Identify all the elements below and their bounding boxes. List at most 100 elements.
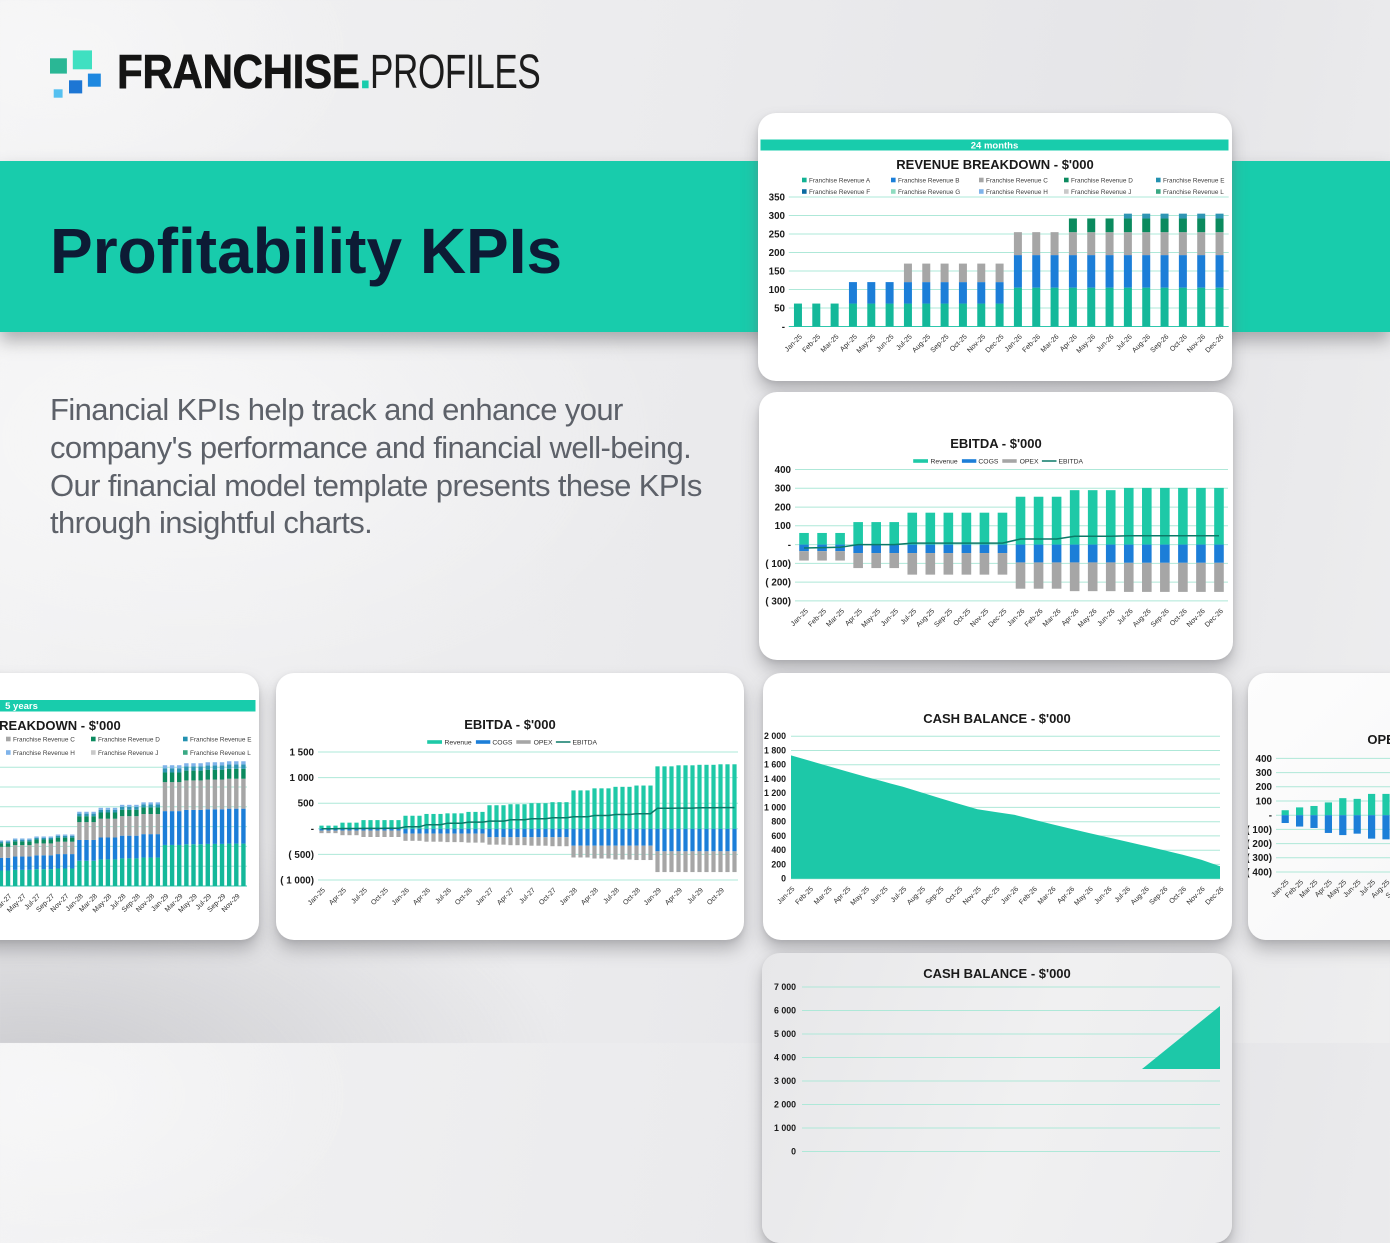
svg-text:7 000: 7 000 — [774, 982, 796, 992]
svg-text:1 600: 1 600 — [764, 760, 786, 770]
svg-text:Jan-25: Jan-25 — [790, 608, 810, 628]
svg-text:250: 250 — [769, 229, 786, 240]
svg-text:-: - — [782, 322, 785, 333]
svg-text:COGS: COGS — [978, 458, 998, 465]
svg-text:( 1 000): ( 1 000) — [280, 875, 314, 886]
svg-text:24 months: 24 months — [971, 140, 1019, 151]
svg-text:Aug-26: Aug-26 — [1132, 608, 1153, 629]
svg-text:Dec-26: Dec-26 — [1204, 608, 1225, 629]
svg-text:Jul-27: Jul-27 — [518, 887, 537, 906]
svg-text:( 100): ( 100) — [1248, 825, 1272, 836]
svg-text:1 400: 1 400 — [764, 774, 786, 784]
svg-text:May-25: May-25 — [850, 886, 872, 908]
svg-text:Nov-26: Nov-26 — [1186, 333, 1207, 354]
svg-text:5 000: 5 000 — [774, 1029, 796, 1039]
svg-text:Franchise Revenue B: Franchise Revenue B — [898, 177, 959, 184]
svg-text:Jan-27: Jan-27 — [475, 887, 495, 907]
svg-text:Franchise Revenue J: Franchise Revenue J — [98, 750, 158, 757]
svg-text:Feb-26: Feb-26 — [1018, 886, 1039, 907]
svg-text:Franchise Revenue D: Franchise Revenue D — [98, 736, 160, 743]
svg-text:EBITDA - $'000: EBITDA - $'000 — [464, 717, 555, 732]
svg-text:Revenue: Revenue — [931, 458, 958, 465]
svg-text:1 800: 1 800 — [764, 746, 786, 756]
svg-text:Mar-26: Mar-26 — [1042, 608, 1063, 629]
svg-text:Sep-25: Sep-25 — [925, 886, 946, 907]
svg-text:Apr-29: Apr-29 — [664, 887, 684, 907]
svg-text:300: 300 — [775, 484, 792, 495]
svg-text:REVENUE BREAKDOWN - $'000: REVENUE BREAKDOWN - $'000 — [896, 157, 1093, 172]
svg-text:Apr-27: Apr-27 — [496, 887, 516, 907]
svg-text:5 years: 5 years — [5, 701, 38, 712]
svg-text:May-25: May-25 — [861, 608, 883, 630]
svg-text:( 200): ( 200) — [1248, 839, 1272, 850]
svg-text:EBITDA - $'000: EBITDA - $'000 — [950, 436, 1041, 451]
svg-text:Apr-25: Apr-25 — [328, 887, 348, 907]
svg-text:Jun-26: Jun-26 — [1093, 886, 1113, 906]
svg-text:800: 800 — [771, 817, 786, 827]
svg-text:400: 400 — [771, 845, 786, 855]
svg-text:200: 200 — [1256, 782, 1273, 793]
svg-text:REVENUE BREAKDOWN - $'000: REVENUE BREAKDOWN - $'000 — [0, 718, 121, 733]
svg-text:1 200: 1 200 — [764, 788, 786, 798]
svg-text:Franchise Revenue F: Franchise Revenue F — [809, 189, 870, 196]
svg-text:Franchise Revenue L: Franchise Revenue L — [190, 750, 251, 757]
svg-text:May-26: May-26 — [1073, 886, 1095, 908]
svg-text:-: - — [311, 824, 314, 835]
svg-text:Franchise Revenue D: Franchise Revenue D — [1071, 177, 1133, 184]
svg-text:500: 500 — [298, 799, 315, 810]
svg-text:Feb-26: Feb-26 — [1021, 333, 1042, 354]
svg-text:Jun-26: Jun-26 — [1097, 608, 1117, 628]
svg-text:Dec-26: Dec-26 — [1204, 886, 1225, 907]
svg-text:300: 300 — [1256, 768, 1273, 779]
svg-text:Jan-28: Jan-28 — [559, 887, 579, 907]
svg-text:Dec-25: Dec-25 — [985, 333, 1006, 354]
svg-text:May-26: May-26 — [1077, 608, 1099, 630]
svg-text:Apr-26: Apr-26 — [412, 887, 432, 907]
svg-text:Franchise Revenue J: Franchise Revenue J — [1071, 189, 1131, 196]
svg-text:Nov-25: Nov-25 — [962, 886, 983, 907]
svg-text:150: 150 — [769, 266, 786, 277]
svg-text:1 000: 1 000 — [764, 802, 786, 812]
svg-text:Jun-25: Jun-25 — [875, 333, 895, 353]
svg-text:( 400): ( 400) — [1248, 867, 1272, 878]
svg-text:Aug-25: Aug-25 — [915, 608, 936, 629]
svg-text:Feb-25: Feb-25 — [807, 608, 828, 629]
svg-text:Aug-26: Aug-26 — [1130, 886, 1151, 907]
svg-text:Oct-26: Oct-26 — [1168, 886, 1188, 906]
svg-text:Oct-29: Oct-29 — [706, 887, 726, 907]
svg-text:1 000: 1 000 — [774, 1123, 796, 1133]
svg-text:300: 300 — [769, 211, 786, 222]
svg-text:( 500): ( 500) — [288, 850, 314, 861]
svg-text:Feb-25: Feb-25 — [802, 333, 823, 354]
svg-text:1 500: 1 500 — [289, 747, 314, 758]
svg-text:100: 100 — [769, 285, 786, 296]
svg-text:Jun-25: Jun-25 — [870, 886, 890, 906]
svg-text:Jul-29: Jul-29 — [686, 887, 705, 906]
svg-text:100: 100 — [1256, 796, 1273, 807]
svg-text:CASH BALANCE - $'000: CASH BALANCE - $'000 — [923, 966, 1071, 981]
svg-text:Mar-26: Mar-26 — [1037, 886, 1058, 907]
svg-text:Oct-28: Oct-28 — [622, 887, 642, 907]
svg-text:600: 600 — [771, 831, 786, 841]
svg-text:Aug-25: Aug-25 — [911, 333, 932, 354]
svg-text:1 000: 1 000 — [289, 773, 314, 784]
svg-text:6 000: 6 000 — [774, 1006, 796, 1016]
svg-text:200: 200 — [771, 859, 786, 869]
svg-text:Sep-26: Sep-26 — [1148, 886, 1169, 907]
svg-text:350: 350 — [769, 192, 786, 203]
svg-text:Jul-28: Jul-28 — [602, 887, 621, 906]
svg-text:400: 400 — [1256, 754, 1273, 765]
svg-text:CASH BALANCE - $'000: CASH BALANCE - $'000 — [923, 711, 1071, 726]
svg-text:400: 400 — [775, 465, 792, 476]
svg-text:Nov-26: Nov-26 — [1186, 886, 1207, 907]
svg-text:Jan-26: Jan-26 — [1006, 608, 1026, 628]
svg-text:Jan-26: Jan-26 — [391, 887, 411, 907]
svg-text:Franchise Revenue L: Franchise Revenue L — [1163, 189, 1224, 196]
svg-text:Jan-25: Jan-25 — [307, 887, 327, 907]
svg-text:100: 100 — [775, 521, 792, 532]
svg-text:Mar-26: Mar-26 — [1040, 333, 1061, 354]
svg-text:OPEX: OPEX — [1020, 458, 1039, 465]
svg-text:Sep-26: Sep-26 — [1150, 608, 1171, 629]
svg-text:OPERATING COSTS BREAKDOWN - $': OPERATING COSTS BREAKDOWN - $'000 — [1367, 732, 1390, 747]
svg-text:Dec-26: Dec-26 — [1204, 333, 1225, 354]
